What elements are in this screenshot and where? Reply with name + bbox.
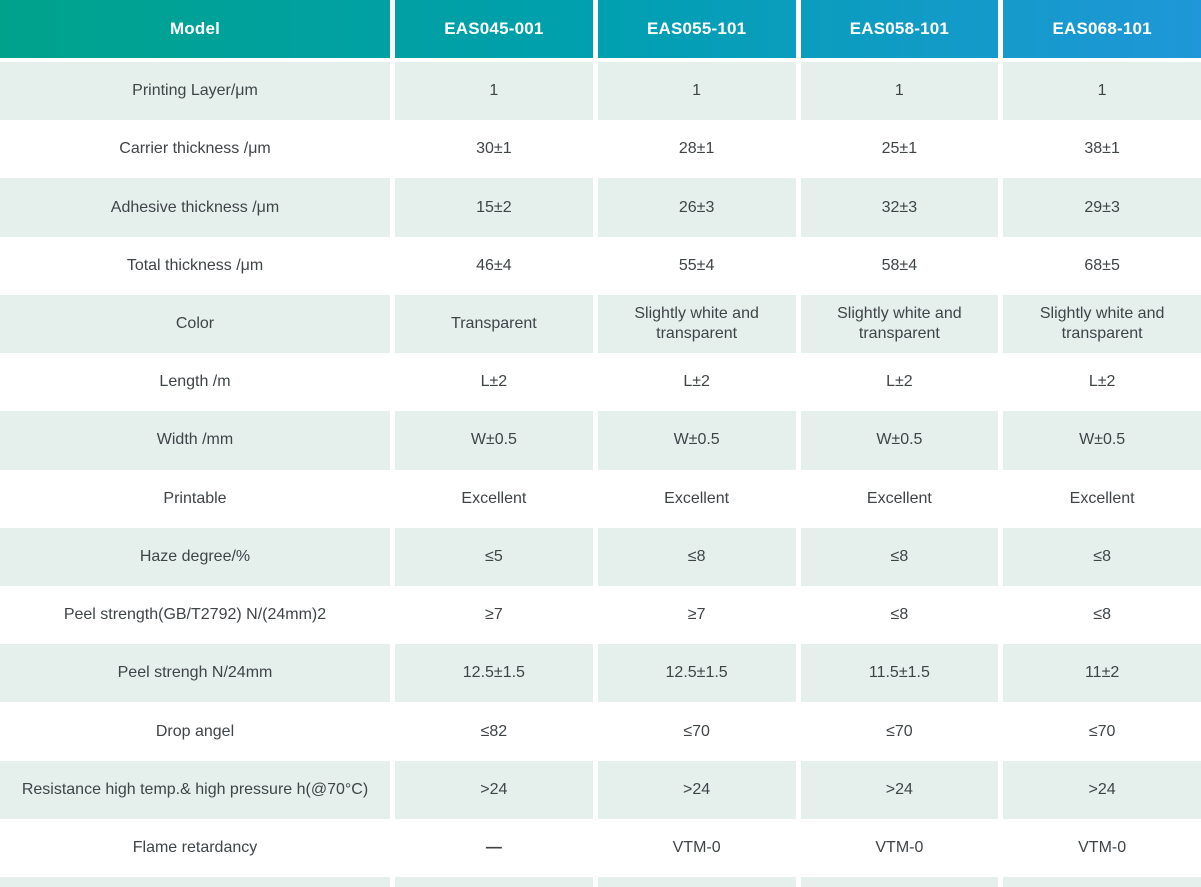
row-label-cell: Length /m bbox=[0, 353, 390, 412]
value-cell: W±0.5 bbox=[998, 411, 1201, 470]
cutoff-cell bbox=[0, 877, 390, 887]
value-cell: ≤82 bbox=[390, 702, 593, 761]
value-cell: Excellent bbox=[998, 469, 1201, 528]
value-cell: 12.5±1.5 bbox=[592, 644, 796, 703]
value-cell: 11.5±1.5 bbox=[795, 644, 999, 703]
value-cell: ≤8 bbox=[592, 527, 796, 586]
value-cell: VTM-0 bbox=[795, 818, 999, 878]
cutoff-cell bbox=[390, 877, 593, 887]
value-cell: 68±5 bbox=[998, 236, 1201, 295]
spec-row: Adhesive thickness /μm 15±2 26±3 32±3 29±3 bbox=[0, 178, 1201, 237]
value-cell: Transparent bbox=[390, 294, 593, 354]
value-cell: 1 bbox=[998, 62, 1201, 121]
value-cell: Excellent bbox=[390, 469, 593, 528]
value-cell: L±2 bbox=[390, 353, 593, 412]
value-cell: 1 bbox=[592, 62, 796, 121]
value-cell: ≥7 bbox=[592, 585, 796, 645]
spec-row: Printing Layer/μm 1 1 1 1 bbox=[0, 62, 1201, 121]
row-label-cell: Carrier thickness /μm bbox=[0, 120, 390, 179]
cutoff-cell bbox=[592, 877, 796, 887]
value-cell: 29±3 bbox=[998, 178, 1201, 237]
value-cell: ≤70 bbox=[998, 702, 1201, 761]
value-cell: >24 bbox=[998, 760, 1201, 819]
value-cell: 28±1 bbox=[592, 120, 796, 179]
value-cell: 1 bbox=[390, 62, 593, 121]
value-cell: ≤8 bbox=[795, 585, 999, 645]
row-label-cell: Color bbox=[0, 294, 390, 354]
spec-row: Width /mm W±0.5 W±0.5 W±0.5 W±0.5 bbox=[0, 411, 1201, 470]
value-cell: ≤5 bbox=[390, 527, 593, 586]
row-label-cell: Flame retardancy bbox=[0, 818, 390, 878]
header-divider bbox=[0, 58, 1201, 62]
spec-row: Carrier thickness /μm 30±1 28±1 25±1 38±1 bbox=[0, 120, 1201, 179]
spec-row: Resistance high temp.& high pressure h(@… bbox=[0, 760, 1201, 819]
value-cell: Excellent bbox=[795, 469, 999, 528]
value-cell: 30±1 bbox=[390, 120, 593, 179]
value-cell: >24 bbox=[390, 760, 593, 819]
value-cell: Slightly white and transparent bbox=[998, 294, 1201, 354]
value-cell: >24 bbox=[592, 760, 796, 819]
value-cell: 26±3 bbox=[592, 178, 796, 237]
value-cell: 46±4 bbox=[390, 236, 593, 295]
value-cell: 25±1 bbox=[795, 120, 999, 179]
value-cell: 32±3 bbox=[795, 178, 999, 237]
cutoff-next-row bbox=[0, 877, 1201, 887]
spec-row: Printable Excellent Excellent Excellent Exce… bbox=[0, 469, 1201, 528]
model-header-cell: Model bbox=[169, 19, 221, 38]
value-cell: Excellent bbox=[592, 469, 796, 528]
row-label-cell: Printing Layer/μm bbox=[0, 62, 390, 121]
value-cell: L±2 bbox=[998, 353, 1201, 412]
value-cell: ≤70 bbox=[592, 702, 796, 761]
spec-row: Peel strengh N/24mm 12.5±1.5 12.5±1.5 11.5±… bbox=[0, 644, 1201, 703]
spec-row: Color Transparent Slightly white and trans… bbox=[0, 294, 1201, 354]
spec-row: Haze degree/% ≤5 ≤8 ≤8 ≤8 bbox=[0, 527, 1201, 586]
cutoff-cell bbox=[998, 877, 1201, 887]
table-body: Printing Layer/μm 1 1 1 1 Carrier thickness /… bbox=[0, 62, 1201, 878]
value-cell: 11±2 bbox=[998, 644, 1201, 703]
row-label-cell: Peel strengh N/24mm bbox=[0, 644, 390, 703]
row-label-cell: Width /mm bbox=[0, 411, 390, 470]
table-header-row: Model EAS045-001 EAS055-101 EAS058-101 EAS0… bbox=[0, 0, 1201, 58]
row-label-cell: Total thickness /μm bbox=[0, 236, 390, 295]
column-header-cell: EAS068-101 bbox=[998, 0, 1201, 58]
value-cell: 55±4 bbox=[592, 236, 796, 295]
value-cell: ≥7 bbox=[390, 585, 593, 645]
value-cell: ≤8 bbox=[998, 527, 1201, 586]
value-cell: VTM-0 bbox=[592, 818, 796, 878]
row-label-cell: Adhesive thickness /μm bbox=[0, 178, 390, 237]
value-cell: L±2 bbox=[592, 353, 796, 412]
value-cell: Slightly white and transparent bbox=[795, 294, 999, 354]
value-cell: 58±4 bbox=[795, 236, 999, 295]
row-label-cell: Peel strength(GB/T2792) N/(24mm)2 bbox=[0, 585, 390, 645]
value-cell: ≤8 bbox=[998, 585, 1201, 645]
value-cell: 12.5±1.5 bbox=[390, 644, 593, 703]
value-cell: ≤70 bbox=[795, 702, 999, 761]
value-cell: Slightly white and transparent bbox=[592, 294, 796, 354]
column-header-cell: EAS058-101 bbox=[795, 0, 999, 58]
value-cell: — bbox=[390, 818, 593, 878]
spec-row: Total thickness /μm 46±4 55±4 58±4 68±5 bbox=[0, 236, 1201, 295]
value-cell: L±2 bbox=[795, 353, 999, 412]
spec-row: Peel strength(GB/T2792) N/(24mm)2 ≥7 ≥7 ≤8 ≤… bbox=[0, 585, 1201, 645]
value-cell: 1 bbox=[795, 62, 999, 121]
row-label-cell: Printable bbox=[0, 469, 390, 528]
row-label-cell: Haze degree/% bbox=[0, 527, 390, 586]
cutoff-cell bbox=[795, 877, 999, 887]
spec-row: Length /m L±2 L±2 L±2 L±2 bbox=[0, 353, 1201, 412]
row-label-cell: Drop angel bbox=[0, 702, 390, 761]
value-cell: W±0.5 bbox=[390, 411, 593, 470]
value-cell: W±0.5 bbox=[592, 411, 796, 470]
value-cell: 38±1 bbox=[998, 120, 1201, 179]
column-header-cell: EAS055-101 bbox=[592, 0, 796, 58]
column-header-cell: EAS045-001 bbox=[390, 0, 593, 58]
value-cell: W±0.5 bbox=[795, 411, 999, 470]
value-cell: VTM-0 bbox=[998, 818, 1201, 878]
value-cell: ≤8 bbox=[795, 527, 999, 586]
spec-row: Drop angel ≤82 ≤70 ≤70 ≤70 bbox=[0, 702, 1201, 761]
row-label-cell: Resistance high temp.& high pressure h(@… bbox=[0, 760, 390, 819]
spec-row: Flame retardancy — VTM-0 VTM-0 VTM-0 bbox=[0, 818, 1201, 878]
value-cell: 15±2 bbox=[390, 178, 593, 237]
value-cell: >24 bbox=[795, 760, 999, 819]
